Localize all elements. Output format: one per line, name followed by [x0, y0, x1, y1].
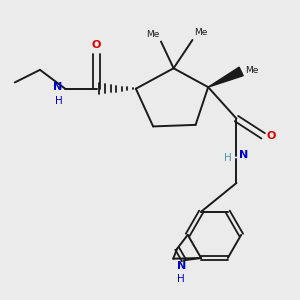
- Text: N: N: [177, 261, 186, 271]
- Polygon shape: [208, 67, 243, 87]
- Text: N: N: [239, 150, 248, 160]
- Text: O: O: [267, 131, 276, 141]
- Text: H: H: [55, 96, 63, 106]
- Text: Me: Me: [194, 28, 207, 38]
- Text: Me: Me: [146, 30, 159, 39]
- Text: O: O: [92, 40, 101, 50]
- Text: Me: Me: [245, 66, 258, 75]
- Text: H: H: [177, 274, 185, 284]
- Text: N: N: [53, 82, 63, 92]
- Text: H: H: [224, 153, 232, 163]
